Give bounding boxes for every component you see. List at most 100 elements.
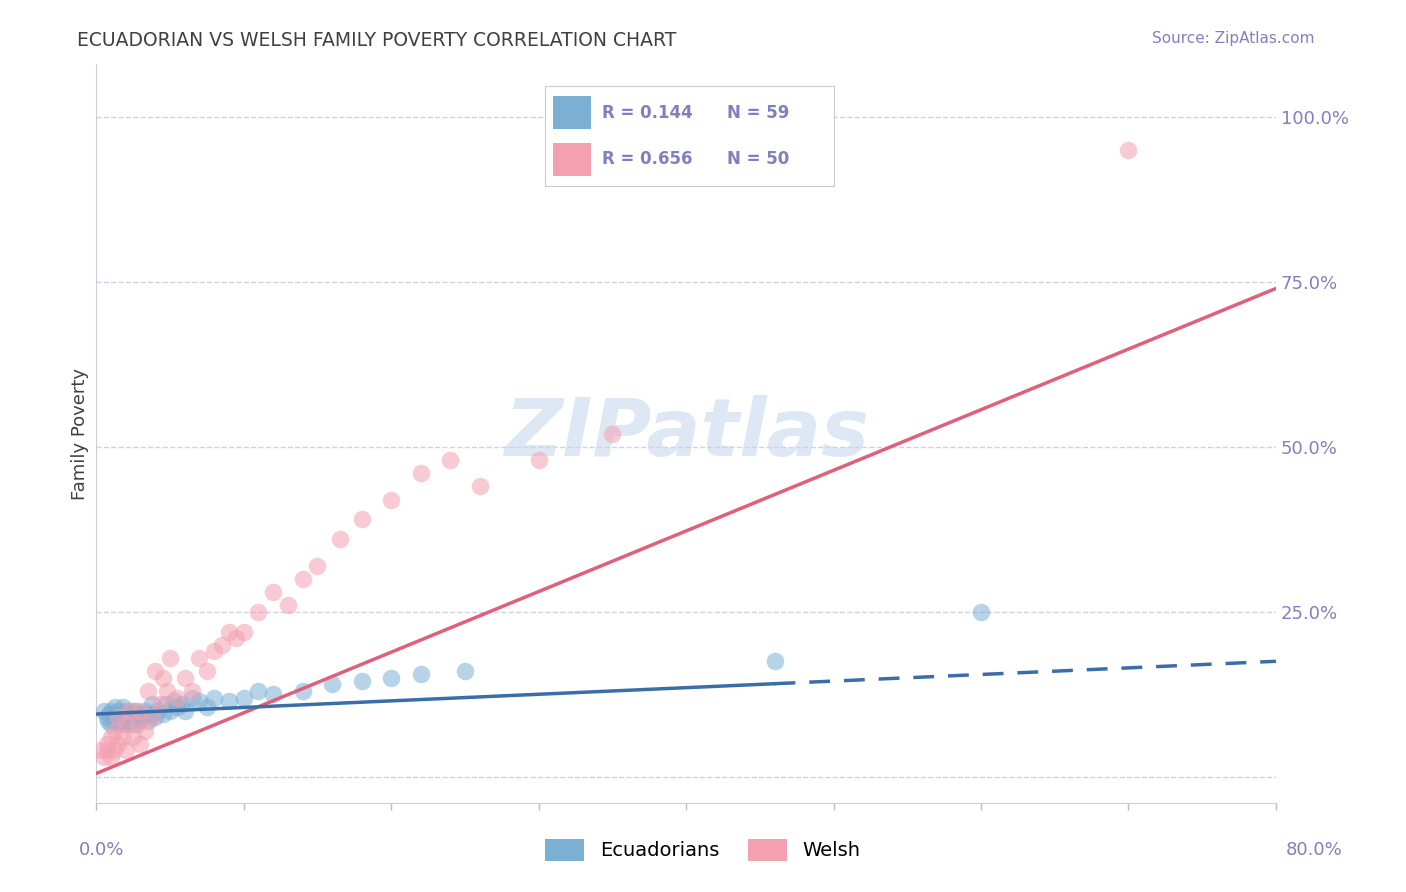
Point xyxy=(156,684,179,698)
Point xyxy=(262,687,284,701)
Point xyxy=(350,512,373,526)
Point xyxy=(439,453,461,467)
Point xyxy=(307,558,329,573)
Point xyxy=(90,743,112,757)
Point xyxy=(409,466,432,480)
Point xyxy=(110,714,132,728)
Point xyxy=(291,684,314,698)
Point xyxy=(103,714,125,728)
Point xyxy=(93,750,115,764)
Point xyxy=(232,624,254,639)
Point xyxy=(105,710,128,724)
Point xyxy=(146,704,169,718)
Text: 80.0%: 80.0% xyxy=(1286,840,1343,858)
Point xyxy=(103,743,125,757)
Point xyxy=(98,707,121,722)
Point xyxy=(107,704,129,718)
Point xyxy=(166,700,188,714)
Point xyxy=(202,690,225,705)
Point xyxy=(195,700,218,714)
Point xyxy=(173,671,195,685)
Point xyxy=(159,651,181,665)
Point xyxy=(122,730,145,744)
Point xyxy=(1118,143,1140,157)
Point xyxy=(111,730,134,744)
Point xyxy=(132,710,155,724)
Point xyxy=(134,723,156,738)
Text: 0.0%: 0.0% xyxy=(79,840,124,858)
Point xyxy=(108,707,131,722)
Point xyxy=(141,710,163,724)
Text: ZIPatlas: ZIPatlas xyxy=(503,394,869,473)
Point xyxy=(163,694,186,708)
Point xyxy=(101,707,124,722)
Point xyxy=(602,426,624,441)
Point xyxy=(100,704,122,718)
Point xyxy=(118,707,141,722)
Point xyxy=(247,684,270,698)
Point xyxy=(454,664,477,678)
Point xyxy=(409,667,432,681)
Point xyxy=(218,624,240,639)
Point xyxy=(104,700,127,714)
Point xyxy=(136,714,159,728)
Point xyxy=(97,743,120,757)
Point xyxy=(107,737,129,751)
Point xyxy=(107,717,129,731)
Point xyxy=(96,737,118,751)
Point xyxy=(114,704,136,718)
Point xyxy=(107,710,129,724)
Point xyxy=(181,690,204,705)
Point xyxy=(127,717,149,731)
Point xyxy=(173,704,195,718)
Point xyxy=(350,674,373,689)
Point xyxy=(96,710,118,724)
Point xyxy=(247,605,270,619)
Point xyxy=(93,704,115,718)
Point xyxy=(763,654,786,668)
Point xyxy=(149,697,172,711)
Point xyxy=(188,694,211,708)
Point xyxy=(122,717,145,731)
Point xyxy=(468,479,491,493)
Point xyxy=(159,704,181,718)
Point xyxy=(127,710,149,724)
Point xyxy=(291,572,314,586)
Point xyxy=(115,710,138,724)
Point xyxy=(225,631,247,645)
Point xyxy=(134,704,156,718)
Point xyxy=(104,723,127,738)
Point xyxy=(262,585,284,599)
Point xyxy=(136,684,159,698)
Point xyxy=(114,717,136,731)
Point xyxy=(321,677,343,691)
Point xyxy=(120,714,142,728)
Point xyxy=(202,644,225,658)
Point xyxy=(970,605,993,619)
Point xyxy=(125,704,148,718)
Point xyxy=(112,714,135,728)
Point xyxy=(527,453,550,467)
Point xyxy=(122,707,145,722)
Point xyxy=(277,598,299,612)
Point xyxy=(118,704,141,718)
Point xyxy=(152,707,174,722)
Point xyxy=(195,664,218,678)
Point xyxy=(181,684,204,698)
Point xyxy=(97,714,120,728)
Point xyxy=(129,704,152,718)
Point xyxy=(139,707,162,722)
Point xyxy=(128,714,150,728)
Text: Source: ZipAtlas.com: Source: ZipAtlas.com xyxy=(1152,31,1315,46)
Point xyxy=(114,743,136,757)
Point xyxy=(143,664,166,678)
Point xyxy=(141,697,163,711)
Point xyxy=(155,697,177,711)
Point xyxy=(111,700,134,714)
Point xyxy=(166,690,188,705)
Legend: Ecuadorians, Welsh: Ecuadorians, Welsh xyxy=(537,830,869,869)
Point xyxy=(129,737,152,751)
Point xyxy=(211,638,233,652)
Point xyxy=(100,750,122,764)
Point xyxy=(188,651,211,665)
